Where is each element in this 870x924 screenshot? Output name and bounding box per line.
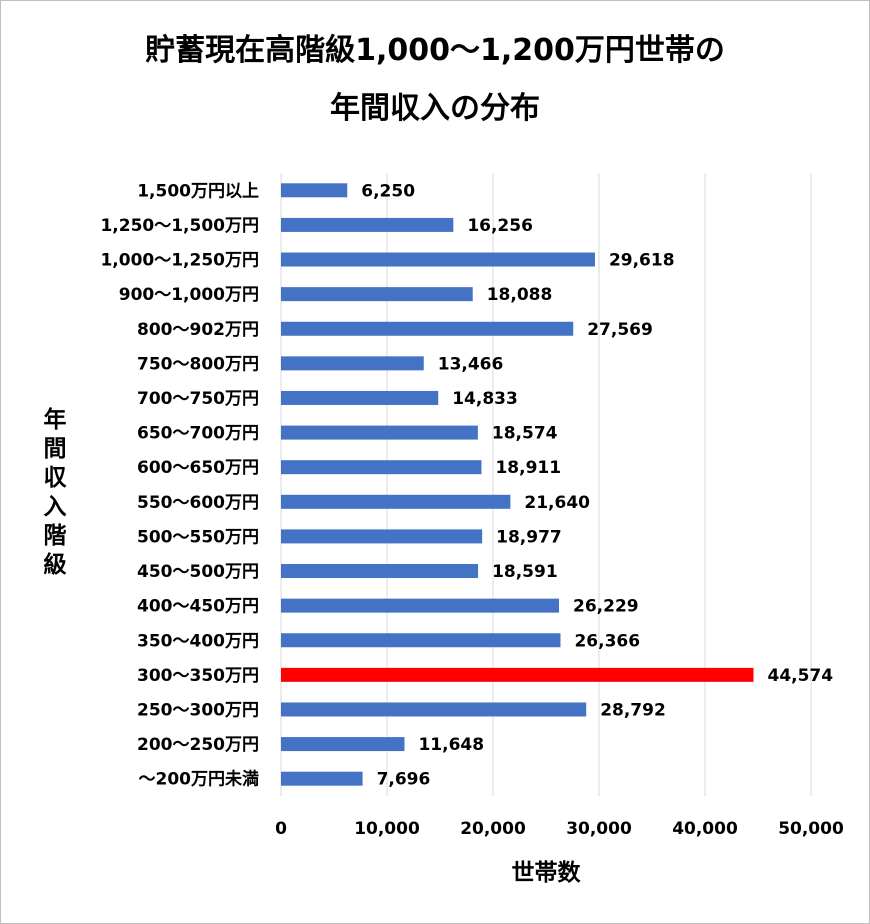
category-label: 500～550万円 — [137, 527, 259, 547]
data-label: 7,696 — [377, 770, 431, 790]
chart-title-line1: 貯蓄現在高階級1,000～1,200万円世帯の — [145, 33, 725, 68]
category-label: 400～450万円 — [137, 597, 259, 617]
x-tick-label: 0 — [275, 819, 287, 839]
bar — [281, 183, 348, 198]
category-label: 200～250万円 — [137, 735, 259, 755]
category-label: ～200万円未満 — [139, 769, 260, 790]
chart-title-line2: 年間収入の分布 — [330, 91, 540, 126]
bar — [281, 460, 482, 475]
data-label: 18,574 — [492, 424, 558, 444]
bar — [281, 252, 595, 267]
category-label: 250～300万円 — [137, 700, 259, 720]
data-label: 18,977 — [496, 527, 562, 547]
data-label: 18,911 — [495, 458, 561, 478]
bar — [281, 425, 478, 440]
bar — [281, 633, 561, 648]
data-label: 13,466 — [438, 354, 504, 374]
x-tick-label: 50,000 — [778, 819, 844, 839]
data-label: 16,256 — [467, 216, 533, 236]
bar — [281, 321, 574, 336]
data-label: 6,250 — [361, 181, 415, 201]
category-label: 900～1,000万円 — [119, 285, 259, 305]
data-label: 27,569 — [587, 320, 653, 340]
data-label: 21,640 — [524, 493, 590, 513]
x-tick-label: 40,000 — [672, 819, 738, 839]
data-label: 28,792 — [600, 700, 666, 720]
category-label: 300～350万円 — [137, 666, 259, 686]
data-label: 26,366 — [574, 631, 640, 651]
bar — [281, 529, 483, 544]
bar — [281, 564, 479, 579]
category-label: 1,250～1,500万円 — [100, 216, 259, 236]
category-label: 450～500万円 — [137, 562, 259, 582]
bar — [281, 667, 754, 682]
x-axis-label: 世帯数 — [511, 860, 581, 886]
data-label: 26,229 — [573, 597, 639, 617]
category-label: 750～800万円 — [137, 354, 259, 374]
bar — [281, 737, 405, 752]
category-label: 1,500万円以上 — [137, 181, 259, 201]
category-label: 350～400万円 — [137, 631, 259, 651]
category-label: 550～600万円 — [137, 493, 259, 513]
bar — [281, 598, 560, 613]
bar — [281, 356, 424, 371]
data-label: 11,648 — [418, 735, 484, 755]
x-tick-label: 30,000 — [566, 819, 632, 839]
category-label: 800～902万円 — [137, 320, 259, 340]
data-label: 18,591 — [492, 562, 558, 582]
bar — [281, 494, 511, 509]
category-label: 1,000～1,250万円 — [100, 251, 259, 271]
bar — [281, 287, 473, 302]
bar — [281, 217, 454, 232]
category-label: 700～750万円 — [137, 389, 259, 409]
y-axis-label: 年間収入階級 — [43, 407, 67, 578]
data-label: 18,088 — [487, 285, 553, 305]
bar — [281, 390, 439, 405]
x-tick-label: 10,000 — [354, 819, 420, 839]
bar — [281, 771, 363, 786]
category-label: 650～700万円 — [137, 424, 259, 444]
bar — [281, 702, 587, 717]
data-label: 29,618 — [609, 251, 675, 271]
category-label: 600～650万円 — [137, 458, 259, 478]
x-tick-label: 20,000 — [460, 819, 526, 839]
data-label: 14,833 — [452, 389, 518, 409]
data-label: 44,574 — [767, 666, 833, 686]
